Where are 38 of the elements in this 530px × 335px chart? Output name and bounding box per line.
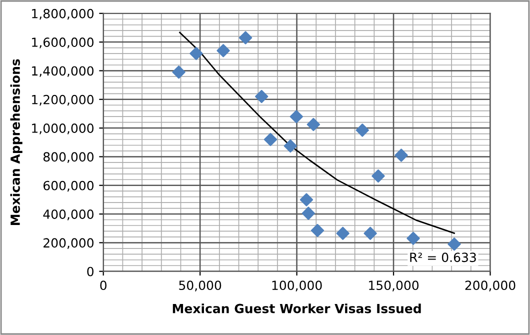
point bbox=[448, 238, 461, 251]
point bbox=[372, 169, 385, 183]
point bbox=[238, 31, 252, 44]
annotation: R² = 0.633 bbox=[410, 252, 476, 262]
point bbox=[190, 46, 203, 60]
y-tick-label: 600,000 bbox=[44, 180, 94, 192]
point bbox=[264, 132, 278, 146]
point bbox=[216, 44, 230, 58]
y-tick-label: 800,000 bbox=[43, 152, 94, 163]
x-tick-label: 150,000 bbox=[369, 280, 419, 292]
x-tick-label: 0 bbox=[100, 280, 106, 290]
x-axis-title: Mexican Guest Worker Visas Issued bbox=[172, 304, 421, 314]
y-tick-label: 1,400,000 bbox=[32, 66, 94, 77]
point bbox=[255, 90, 268, 104]
x-tick-label: 100,000 bbox=[272, 280, 322, 292]
y-tick-label: 1,800,000 bbox=[32, 8, 94, 20]
y-tick-label: 200,000 bbox=[44, 238, 94, 249]
point bbox=[310, 224, 324, 238]
x-tick-label: 200,000 bbox=[465, 280, 516, 292]
point bbox=[306, 118, 320, 132]
x-tick-label: 50,000 bbox=[179, 280, 222, 292]
point bbox=[336, 226, 350, 240]
y-axis-title: Mexican Apprehensions bbox=[10, 59, 22, 225]
point bbox=[290, 110, 303, 124]
point bbox=[364, 226, 377, 240]
y-tick-label: 400,000 bbox=[43, 210, 94, 220]
point bbox=[302, 206, 315, 220]
point bbox=[172, 66, 186, 79]
line-series bbox=[179, 32, 455, 234]
y-tick-label: 1,000,000 bbox=[32, 124, 94, 134]
point bbox=[284, 139, 298, 153]
y-tick-label: 1,600,000 bbox=[32, 38, 94, 48]
point bbox=[406, 232, 420, 245]
point bbox=[356, 124, 369, 137]
point bbox=[394, 148, 408, 162]
y-tick-label: 1,200,000 bbox=[32, 94, 94, 106]
y-tick-label: 0 bbox=[87, 266, 94, 276]
point bbox=[300, 193, 314, 206]
